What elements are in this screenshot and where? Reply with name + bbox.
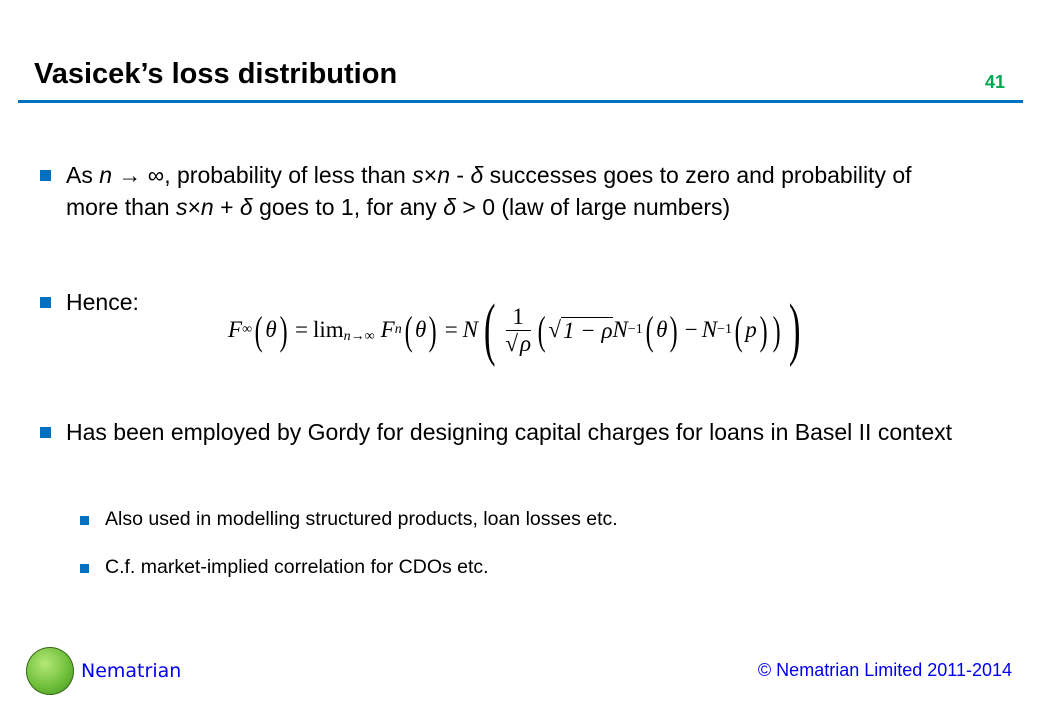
text: ρ	[517, 329, 531, 356]
paren: (	[483, 291, 496, 368]
paren: )	[759, 307, 768, 353]
text: -	[449, 162, 471, 188]
text: goes to 1, for any	[252, 194, 444, 220]
text: n	[99, 162, 113, 188]
paren: (	[537, 307, 546, 353]
bullet-hence: Hence:	[66, 289, 139, 315]
text: successes goes to zero and probability o…	[66, 162, 912, 220]
text: N	[701, 317, 718, 342]
text: θ	[415, 317, 427, 342]
sub-bullet-structured-products: Also used in modelling structured produc…	[105, 508, 618, 530]
paren: (	[254, 307, 263, 353]
sub-bullet-icon	[80, 516, 89, 525]
text: =	[295, 317, 308, 342]
text: n	[394, 322, 402, 337]
text: θ	[265, 317, 277, 342]
text: +	[213, 194, 240, 220]
text: n→∞	[343, 329, 375, 344]
paren: )	[429, 307, 438, 353]
text: −1	[627, 322, 643, 337]
text: ×	[187, 194, 201, 220]
text: F	[380, 317, 395, 342]
sub-bullet-cdos: C.f. market-implied correlation for CDOs…	[105, 556, 489, 578]
page-number: 41	[985, 72, 1006, 92]
text: , probability of less than	[164, 162, 413, 188]
text: s	[175, 194, 188, 220]
text: lim	[313, 317, 344, 342]
text: −	[684, 317, 698, 342]
sqrt-rho: √ρ	[505, 329, 531, 357]
text: 1 − ρ	[560, 316, 613, 343]
text: ×	[423, 162, 438, 188]
text: n	[200, 194, 214, 220]
bullet-icon	[40, 427, 51, 438]
paren: )	[670, 307, 679, 353]
fraction: 1 √ρ	[505, 304, 531, 357]
paren: )	[772, 307, 781, 353]
text: ∞	[242, 322, 253, 337]
text: N	[462, 317, 479, 342]
text: δ	[443, 194, 456, 220]
title-divider	[18, 100, 1023, 103]
text: > 0 (law of large numbers)	[455, 194, 731, 220]
slide-title: Vasicek’s loss distribution	[34, 58, 398, 90]
text: n	[437, 162, 450, 188]
paren: (	[404, 307, 413, 353]
bullet-gordy: Has been employed by Gordy for designing…	[66, 419, 952, 445]
text: θ	[656, 317, 668, 342]
text: δ	[239, 194, 253, 220]
paren: )	[279, 307, 288, 353]
text: s	[412, 162, 424, 188]
paren: )	[789, 291, 801, 368]
text: F	[228, 317, 243, 342]
sub-bullet-icon	[80, 564, 89, 573]
text: → ∞	[112, 162, 165, 188]
paren: (	[645, 307, 654, 353]
text: =	[444, 317, 458, 342]
paren: (	[734, 307, 743, 353]
text: p	[745, 317, 757, 342]
footer-brand: Nematrian	[81, 660, 182, 682]
text: N	[612, 317, 628, 342]
text: As	[66, 162, 100, 188]
text: −1	[717, 322, 732, 337]
text: √	[548, 317, 561, 342]
text: √	[505, 330, 518, 356]
text: δ	[470, 162, 484, 188]
bullet-icon	[40, 170, 51, 181]
bullet-law-of-large-numbers: As n → ∞, probability of less than s×n -…	[66, 159, 966, 223]
footer-copyright: © Nematrian Limited 2011-2014	[757, 660, 1012, 680]
nematrian-logo	[26, 647, 74, 695]
text: 1	[506, 304, 530, 331]
bullet-icon	[40, 297, 51, 308]
